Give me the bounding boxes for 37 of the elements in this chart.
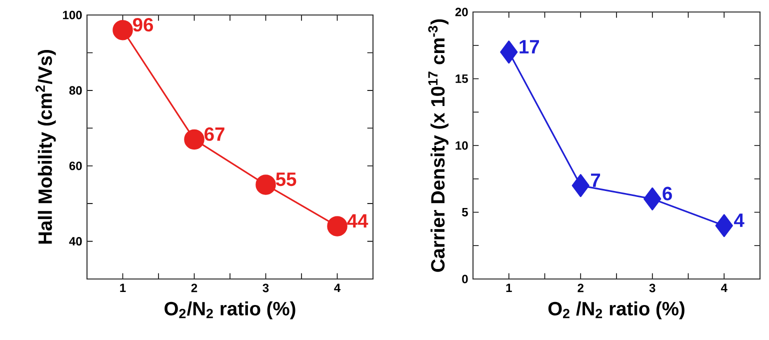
y-tick-label: 0: [462, 274, 468, 284]
data-label: 17: [520, 40, 539, 54]
x-tick-label: 1: [506, 284, 512, 292]
point: [112, 20, 133, 40]
y-tick-label: 80: [69, 86, 82, 95]
data-label: 7: [591, 174, 600, 187]
y-tick-label: 10: [456, 141, 468, 150]
point: [500, 40, 518, 64]
point: [327, 216, 348, 236]
y-axis-title: Carrier Density (x 10$^{17}$ cm$^{-3}$): [428, 19, 448, 272]
point: [572, 174, 590, 198]
y-tick-label: 15: [456, 74, 468, 83]
x-tick-label: 2: [191, 284, 198, 292]
x-tick-label: 3: [262, 284, 269, 292]
x-tick-label: 4: [720, 284, 728, 292]
x-tick-label: 2: [578, 284, 584, 292]
point: [644, 187, 662, 210]
y-tick-label: 40: [69, 237, 82, 246]
y-tick-label: 5: [462, 208, 468, 216]
data-label: 44: [347, 214, 368, 228]
data-label: 4: [734, 214, 744, 227]
data-label: 96: [133, 18, 153, 32]
y-tick-label: 100: [63, 10, 82, 20]
y-axis-title: Hall Mobility (cm$^{2}$/Vs): [36, 50, 56, 244]
x-axis-title: O$_{2}$ /N$_{2}$ ratio (%): [548, 301, 684, 320]
data-label: 67: [204, 127, 224, 141]
y-tick-label: 60: [69, 162, 82, 170]
point: [184, 129, 204, 150]
data-label: 6: [662, 186, 672, 200]
data-label: 55: [276, 172, 296, 186]
y-tick-label: 20: [455, 8, 468, 16]
x-axis-title: O$_{2}$/N$_{2}$ ratio (%): [164, 301, 296, 320]
x-tick-label: 4: [334, 284, 341, 292]
x-tick-label: 1: [120, 284, 126, 292]
point: [715, 214, 733, 238]
point: [256, 174, 276, 195]
x-tick-label: 3: [649, 284, 656, 292]
